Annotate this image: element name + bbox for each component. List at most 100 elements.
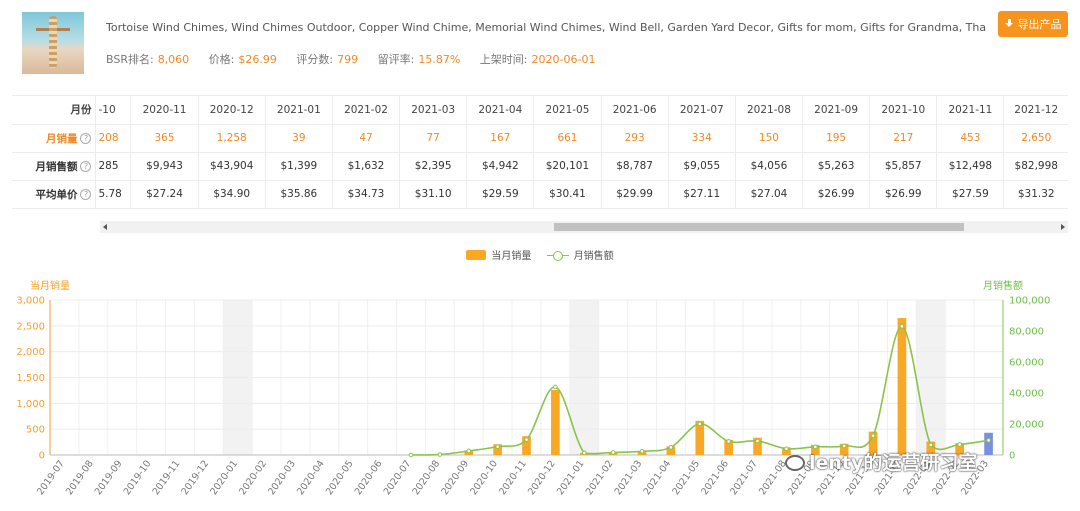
rate-value: 15.87% bbox=[418, 53, 461, 66]
price-item: 价格: $26.99 bbox=[209, 53, 277, 66]
table-cell: $82,998 bbox=[1003, 152, 1068, 181]
x-tick-label: 2020-08 bbox=[411, 458, 443, 497]
left-tick-label: 3,000 bbox=[16, 296, 45, 307]
revenue-point bbox=[408, 452, 414, 458]
help-icon[interactable]: ? bbox=[80, 133, 92, 144]
product-header: Tortoise Wind Chimes, Wind Chimes Outdoo… bbox=[0, 0, 1080, 90]
table-cell: 217 bbox=[869, 124, 938, 153]
table-cell: $4,942 bbox=[466, 152, 535, 181]
right-tick-label: 0 bbox=[1009, 451, 1015, 462]
table-cell: 2021-10 bbox=[869, 96, 938, 125]
table-cell: $4,056 bbox=[735, 152, 804, 181]
table-cell: $34.90 bbox=[198, 180, 266, 209]
bar-swatch-icon bbox=[466, 249, 487, 260]
scrollbar-thumb[interactable] bbox=[554, 223, 964, 231]
month-row-header: 月份 bbox=[12, 96, 97, 125]
bar bbox=[926, 441, 936, 455]
table-cell: $43,904 bbox=[198, 152, 266, 181]
x-tick-label: 2019-09 bbox=[93, 458, 125, 497]
revenue-point bbox=[495, 444, 500, 449]
table-cell: $29.59 bbox=[466, 180, 535, 209]
revenue-point bbox=[784, 446, 789, 452]
launch-value: 2020-06-01 bbox=[531, 53, 596, 66]
bar bbox=[782, 447, 791, 455]
help-icon[interactable]: ? bbox=[80, 161, 92, 172]
table-cell: 2021-06 bbox=[601, 96, 669, 125]
avg-price-row-header: 平均单价? bbox=[12, 180, 97, 209]
table-cell: $1,399 bbox=[265, 152, 333, 181]
line-swatch-icon bbox=[546, 250, 569, 261]
bar bbox=[868, 431, 878, 455]
table-cell: 2,650 bbox=[1003, 124, 1068, 153]
table-cell: $31.32 bbox=[1003, 180, 1068, 209]
export-product-button[interactable]: 导出产品 bbox=[998, 11, 1068, 37]
table-cell: 77 bbox=[399, 124, 468, 153]
table-cell: 2020-11 bbox=[130, 96, 199, 125]
revenue-point bbox=[899, 324, 905, 329]
table-cell: 334 bbox=[668, 124, 736, 153]
product-meta: BSR排名: 8,060 价格: $26.99 评分数: 799 留评率: 15.87%… bbox=[106, 51, 611, 67]
scroll-left-icon[interactable] bbox=[103, 224, 107, 230]
table-cell: $30.41 bbox=[533, 180, 602, 209]
launch-label: 上架时间: bbox=[479, 53, 528, 66]
right-axis-title: 月销售额 bbox=[983, 281, 1023, 292]
x-tick-label: 2021-02 bbox=[584, 458, 616, 497]
sales-row-header: 月销量? bbox=[12, 124, 97, 153]
reviews-label: 评分数: bbox=[296, 53, 334, 66]
revenue-point bbox=[841, 443, 847, 449]
x-tick-label: 2019-12 bbox=[180, 458, 212, 497]
bar bbox=[984, 432, 993, 455]
right-tick-label: 20,000 bbox=[1009, 420, 1044, 431]
legend-item-sales[interactable]: 当月销量 bbox=[466, 247, 531, 262]
table-cell: $27.59 bbox=[936, 180, 1005, 209]
right-tick-label: 100,000 bbox=[1009, 296, 1050, 307]
revenue-point bbox=[812, 444, 818, 450]
bar bbox=[839, 443, 849, 455]
chime-tube bbox=[49, 16, 57, 68]
bar bbox=[666, 446, 676, 455]
price-label: 价格: bbox=[208, 53, 235, 66]
table-cell: $34.73 bbox=[332, 180, 401, 209]
x-tick-label: 2021-07 bbox=[728, 458, 760, 497]
right-tick-label: 80,000 bbox=[1009, 327, 1044, 338]
watermark: lenty的运营研习室 bbox=[785, 448, 977, 475]
table-cell: 5.78 bbox=[95, 180, 132, 209]
chart-legend: 当月销量 月销售额 bbox=[0, 247, 1080, 263]
table-cell: 293 bbox=[601, 124, 669, 153]
table-cell: $8,787 bbox=[601, 152, 669, 181]
x-tick-label: 2021-06 bbox=[699, 458, 731, 497]
revenue-point bbox=[726, 439, 731, 444]
bsr-item: BSR排名: 8,060 bbox=[106, 53, 189, 66]
table-horizontal-scrollbar[interactable] bbox=[100, 221, 1068, 233]
month-row: 月份 -10 2020-11 2020-12 2021-01 2021-02 2021-03… bbox=[12, 96, 1068, 125]
bar bbox=[955, 443, 965, 455]
x-tick-label: 2020-04 bbox=[295, 458, 327, 497]
revenue-point bbox=[986, 437, 991, 443]
table-cell: $20,101 bbox=[533, 152, 602, 181]
export-label: 导出产品 bbox=[1017, 18, 1062, 31]
table-cell: 2020-12 bbox=[198, 96, 266, 125]
table-cell: 661 bbox=[533, 124, 602, 153]
help-icon[interactable]: ? bbox=[80, 189, 92, 200]
watermark-text: lenty的运营研习室 bbox=[809, 452, 978, 474]
table-cell: 2021-01 bbox=[265, 96, 333, 125]
reviews-value: 799 bbox=[337, 53, 359, 66]
table-cell: 2021-05 bbox=[533, 96, 602, 125]
product-title[interactable]: Tortoise Wind Chimes, Wind Chimes Outdoo… bbox=[106, 21, 986, 34]
launch-item: 上架时间: 2020-06-01 bbox=[480, 53, 596, 66]
table-cell: 285 bbox=[95, 152, 132, 181]
table-cell: $35.86 bbox=[265, 180, 333, 209]
table-cell: 1,258 bbox=[198, 124, 266, 153]
scroll-right-icon[interactable] bbox=[1061, 224, 1065, 230]
x-tick-label: 2020-12 bbox=[526, 458, 558, 497]
table-cell: $29.99 bbox=[601, 180, 669, 209]
left-tick-label: 1,000 bbox=[16, 399, 45, 410]
product-image[interactable] bbox=[22, 12, 84, 74]
bar bbox=[724, 439, 733, 455]
revenue-point bbox=[437, 452, 443, 457]
legend-item-revenue[interactable]: 月销售额 bbox=[546, 247, 614, 262]
price-value: $26.99 bbox=[238, 53, 277, 66]
revenue-row: 月销售额? 285 $9,943 $43,904 $1,399 $1,632 $2,395 $… bbox=[12, 152, 1068, 181]
table-cell: $27.11 bbox=[668, 180, 736, 209]
x-tick-label: 2019-10 bbox=[122, 458, 154, 497]
